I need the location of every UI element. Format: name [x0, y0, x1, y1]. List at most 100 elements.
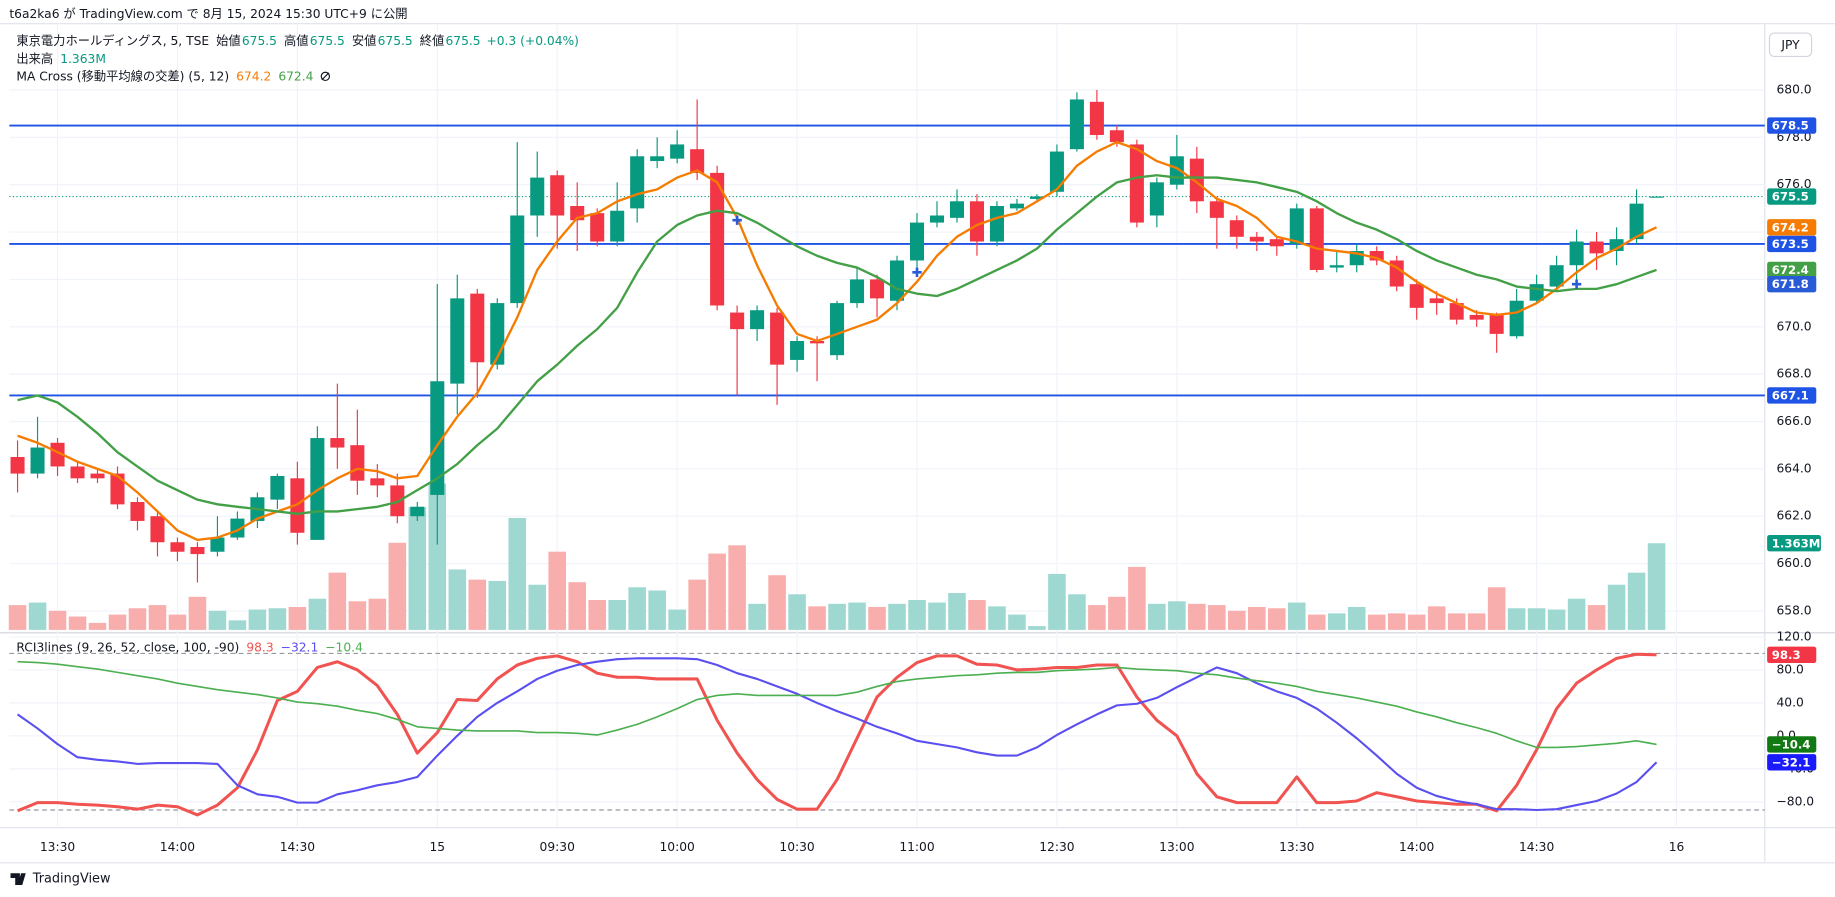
volume-bar — [368, 598, 387, 630]
ma-badge-bg — [1767, 261, 1817, 279]
volume-bar — [1188, 603, 1206, 630]
candle-body — [670, 144, 685, 159]
rci-line — [16, 652, 1657, 817]
volume-bar — [568, 582, 586, 630]
brand-name: TradingView — [32, 872, 111, 887]
candle-body — [510, 215, 525, 304]
candle-body — [1009, 203, 1024, 209]
candle-body — [830, 303, 845, 356]
volume-bar — [668, 609, 686, 630]
candle-body — [1069, 99, 1084, 150]
candle-body — [1149, 182, 1164, 216]
volume-bar — [1607, 584, 1626, 630]
volume-bar — [1108, 596, 1126, 630]
volume-bar — [48, 610, 67, 630]
candle-body — [1649, 196, 1664, 198]
price-line-badge: 667.1 — [1772, 389, 1809, 403]
volume-bar — [488, 580, 507, 630]
volume-bar — [28, 602, 47, 630]
legend-item: 672.4 — [278, 69, 313, 83]
volume-bar — [1028, 626, 1046, 630]
candle-body — [650, 156, 665, 162]
candle-body — [969, 201, 984, 242]
currency-button[interactable] — [1768, 32, 1813, 58]
volume-bar — [8, 605, 27, 630]
volume-bar — [1587, 605, 1606, 630]
cross-marker — [1571, 279, 1582, 289]
candle-body — [370, 478, 385, 486]
candle-body — [1329, 265, 1344, 268]
candle-body — [1229, 220, 1244, 237]
candle-body — [1449, 303, 1464, 320]
legend-row: RCI3lines (9, 26, 52, close, 100, -90) 98… — [16, 640, 363, 654]
volume-bar — [168, 614, 187, 630]
volume-bar — [688, 579, 706, 630]
candle-body — [1109, 130, 1124, 143]
candle-body — [909, 222, 925, 261]
candle-body — [610, 210, 625, 242]
rci-badge: 98.3 — [1772, 648, 1801, 662]
volume-bar — [268, 608, 287, 630]
ma-badge: 672.4 — [1772, 263, 1809, 277]
volume-bar — [508, 517, 527, 630]
candle-body — [50, 442, 65, 467]
legend-item: +0.3 (+0.04%) — [486, 34, 579, 48]
volume-bar — [928, 602, 946, 630]
volume-bar — [188, 596, 207, 630]
legend-row: 東京電力ホールディングス, 5, TSE 始値675.5 高値675.5 安値675.… — [16, 33, 579, 48]
cross-badge-bg — [1767, 275, 1817, 293]
candle-body — [10, 457, 25, 474]
candle-body — [1409, 284, 1424, 308]
legend-item: −10.4 — [325, 640, 363, 654]
candle-body — [430, 381, 445, 495]
candle-body — [870, 279, 885, 299]
x-tick-label: 14:30 — [1519, 840, 1554, 854]
volume-bar — [428, 483, 447, 630]
volume-bar — [648, 590, 666, 630]
volume-bar — [68, 616, 87, 630]
legend-item: 始値 — [216, 33, 241, 48]
x-tick-label: 13:30 — [40, 840, 75, 854]
volume-bar — [748, 603, 766, 630]
candle-body — [1189, 158, 1204, 202]
volume-bar — [408, 507, 427, 630]
volume-badge-bg — [1767, 535, 1821, 552]
candle-body — [530, 177, 545, 216]
candle-body — [270, 475, 285, 500]
volume-bar — [1287, 602, 1306, 630]
currency-label[interactable]: JPY — [1780, 38, 1800, 52]
x-tick-label: 16 — [1669, 840, 1685, 854]
last-price-badge: 675.5 — [1772, 190, 1809, 204]
candle-body — [1369, 251, 1384, 261]
candle-body — [1269, 239, 1284, 247]
price-line-badge-bg — [1767, 387, 1817, 404]
ma-line — [17, 140, 1658, 542]
legend-item: 675.5 — [310, 34, 345, 48]
x-tick-label: 13:00 — [1159, 840, 1194, 854]
x-tick-label: 14:00 — [1399, 840, 1434, 854]
x-tick-label: 12:30 — [1039, 840, 1074, 854]
candle-body — [410, 506, 425, 517]
candle-body — [30, 447, 45, 474]
candle-body — [690, 149, 705, 173]
candle-body — [1309, 208, 1324, 270]
candle-body — [170, 542, 185, 552]
legend-item: 安値 — [352, 33, 377, 48]
volume-bar — [588, 600, 606, 630]
candle-body — [190, 546, 205, 555]
candle-body — [1289, 208, 1304, 244]
volume-bar — [88, 622, 107, 630]
legend-item: 東京電力ホールディングス, 5, TSE — [16, 33, 209, 48]
volume-bar — [148, 605, 167, 630]
volume-bar — [768, 575, 786, 630]
candle-body — [1569, 241, 1584, 266]
candle-body — [1489, 314, 1504, 334]
candle-body — [330, 438, 345, 448]
volume-bar — [728, 545, 746, 630]
candle-body — [710, 172, 725, 306]
price-line-badge-bg — [1767, 235, 1817, 253]
rci-badge: −32.1 — [1772, 755, 1811, 769]
candle-body — [550, 175, 565, 216]
x-tick-label: 10:30 — [779, 840, 814, 854]
price-line-badge: 678.5 — [1772, 119, 1809, 133]
